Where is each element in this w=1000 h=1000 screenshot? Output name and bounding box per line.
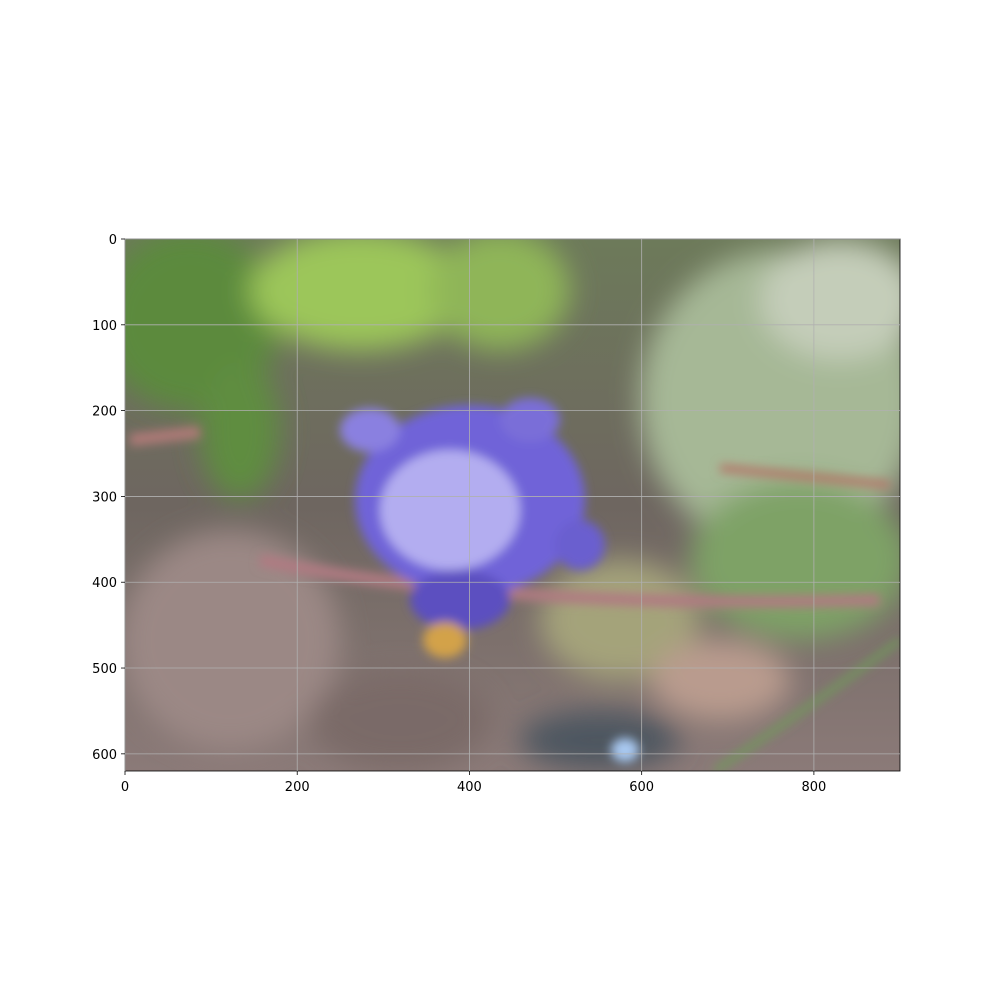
y-tick-label: 200: [92, 405, 117, 420]
x-tick-label: 800: [801, 780, 826, 795]
y-tick-label: 100: [92, 319, 117, 334]
y-tick-label: 400: [92, 576, 117, 591]
y-tick-label: 0: [109, 233, 117, 248]
y-tick-label: 600: [92, 748, 117, 763]
y-tick-label: 300: [92, 490, 117, 505]
x-tick-label: 600: [629, 780, 654, 795]
y-tick-label: 500: [92, 662, 117, 677]
photo: [125, 239, 900, 771]
x-tick-label: 0: [121, 780, 129, 795]
x-tick-label: 200: [285, 780, 310, 795]
x-tick-label: 400: [457, 780, 482, 795]
